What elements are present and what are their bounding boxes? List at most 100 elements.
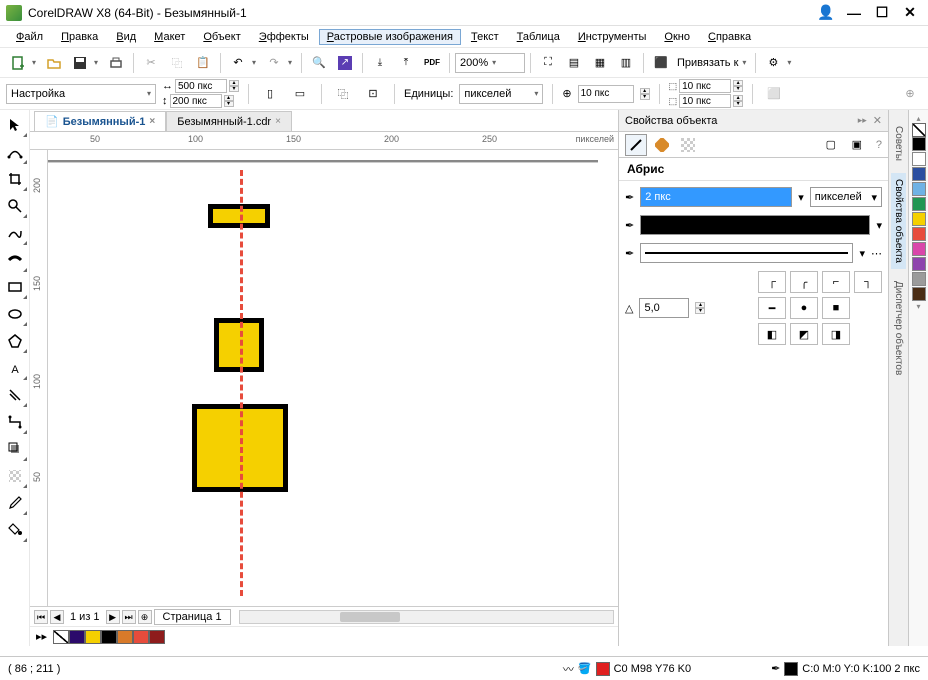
color-swatch[interactable]	[912, 272, 926, 286]
dock1-button[interactable]: ▢	[820, 134, 842, 156]
pos-out-button[interactable]: ◧	[758, 323, 786, 345]
palette-swatch[interactable]	[133, 630, 149, 644]
outline-units-combo[interactable]: пикселей▾	[810, 187, 882, 207]
no-color-swatch[interactable]	[53, 630, 69, 644]
color-swatch[interactable]	[912, 212, 926, 226]
facing-button[interactable]: ⊡	[361, 82, 385, 106]
connector-tool[interactable]	[2, 409, 28, 435]
menu-текст[interactable]: Текст	[463, 29, 507, 45]
corner-miter-button[interactable]: ┌	[758, 271, 786, 293]
polygon-tool[interactable]	[2, 328, 28, 354]
menu-таблица[interactable]: Таблица	[509, 29, 568, 45]
color-dropdown[interactable]: ▾	[876, 219, 882, 232]
menu-справка[interactable]: Справка	[700, 29, 759, 45]
options-dropdown[interactable]: ▾	[787, 58, 795, 67]
menu-инструменты[interactable]: Инструменты	[570, 29, 655, 45]
layout1-button[interactable]: ▤	[562, 51, 586, 75]
pick-tool[interactable]	[2, 112, 28, 138]
zoom-tool[interactable]	[2, 193, 28, 219]
new-button[interactable]	[6, 51, 30, 75]
paste-button[interactable]: 📋	[191, 51, 215, 75]
rectangle-shape[interactable]	[214, 318, 264, 372]
docker-tab[interactable]: Диспетчер объектов	[891, 275, 906, 381]
menu-окно[interactable]: Окно	[656, 29, 698, 45]
page-tab[interactable]: Страница 1	[154, 609, 231, 625]
launch-button[interactable]: ↗	[333, 51, 357, 75]
dock2-button[interactable]: ▣	[846, 134, 868, 156]
menu-растровые изображения[interactable]: Растровые изображения	[319, 29, 461, 45]
pos-mid-button[interactable]: ◩	[790, 323, 818, 345]
page-width-input[interactable]	[175, 79, 227, 93]
import-button[interactable]: ⤓	[368, 51, 392, 75]
landscape-button[interactable]: ▭	[288, 82, 312, 106]
page-prev-button[interactable]: ◀	[50, 610, 64, 624]
cap-flat-button[interactable]: ━	[758, 297, 786, 319]
palette-down-icon[interactable]: ▾	[916, 302, 920, 311]
undo-dropdown[interactable]: ▾	[252, 58, 260, 67]
options-button[interactable]: ⚙	[761, 51, 785, 75]
miter-spinner[interactable]: ▴▾	[695, 302, 705, 314]
palette-swatch[interactable]	[101, 630, 117, 644]
print-button[interactable]	[104, 51, 128, 75]
close-button[interactable]: ✕	[898, 4, 922, 22]
line-style-combo[interactable]	[640, 243, 853, 263]
export-button[interactable]: ⤒	[394, 51, 418, 75]
docker-tab[interactable]: Советы	[891, 120, 906, 167]
zoom-combo[interactable]: 200%▾	[455, 53, 525, 73]
palette-swatch[interactable]	[149, 630, 165, 644]
snap-dropdown[interactable]: ▾	[742, 58, 750, 67]
rectangle-shape[interactable]	[208, 204, 270, 228]
miter-input[interactable]	[639, 298, 689, 318]
vertical-ruler[interactable]: 20015010050	[30, 150, 48, 606]
tab-close-icon[interactable]: ×	[275, 116, 281, 127]
palette-swatch[interactable]	[117, 630, 133, 644]
palette-swatch[interactable]	[69, 630, 85, 644]
fill-color-swatch[interactable]	[596, 662, 610, 676]
layout2-button[interactable]: ▦	[588, 51, 612, 75]
menu-вид[interactable]: Вид	[108, 29, 144, 45]
nudge-input[interactable]	[578, 85, 634, 103]
color-swatch[interactable]	[912, 257, 926, 271]
copy-button[interactable]: ⿻	[165, 51, 189, 75]
scroll-thumb[interactable]	[340, 612, 400, 622]
help-icon[interactable]: ?	[876, 139, 882, 151]
redo-button[interactable]: ↷	[262, 51, 286, 75]
rectangle-tool[interactable]	[2, 274, 28, 300]
dup-x-input[interactable]	[679, 79, 731, 93]
artistic-tool[interactable]	[2, 247, 28, 273]
add-button[interactable]: ⊕	[898, 82, 922, 106]
outline-color-swatch[interactable]	[640, 215, 870, 235]
color-swatch[interactable]	[912, 197, 926, 211]
palette-up-icon[interactable]: ▴	[916, 114, 920, 123]
fill-tool[interactable]	[2, 517, 28, 543]
outline-color-swatch[interactable]	[784, 662, 798, 676]
undo-button[interactable]: ↶	[226, 51, 250, 75]
color-swatch[interactable]	[912, 182, 926, 196]
search-button[interactable]: 🔍	[307, 51, 331, 75]
page-first-button[interactable]: ⏮	[34, 610, 48, 624]
menu-правка[interactable]: Правка	[53, 29, 106, 45]
corner-round-button[interactable]: ╭	[790, 271, 818, 293]
parallel-tool[interactable]	[2, 382, 28, 408]
outline-tab[interactable]	[625, 134, 647, 156]
dropshadow-tool[interactable]	[2, 436, 28, 462]
crop-tool[interactable]	[2, 166, 28, 192]
minimize-button[interactable]: —	[842, 4, 866, 22]
canvas[interactable]	[48, 150, 618, 606]
user-icon[interactable]: 👤	[814, 4, 838, 22]
transparency-tab[interactable]	[677, 134, 699, 156]
cut-button[interactable]: ✂	[139, 51, 163, 75]
color-swatch[interactable]	[912, 167, 926, 181]
color-swatch[interactable]	[912, 137, 926, 151]
ellipse-tool[interactable]	[2, 301, 28, 327]
text-tool[interactable]: A	[2, 355, 28, 381]
pages-button[interactable]: ⿻	[331, 82, 355, 106]
save-button[interactable]	[68, 51, 92, 75]
redo-dropdown[interactable]: ▾	[288, 58, 296, 67]
freehand-tool[interactable]	[2, 220, 28, 246]
horizontal-scrollbar[interactable]	[239, 610, 614, 624]
document-tab[interactable]: 📄Безымянный-1×	[34, 111, 166, 131]
width-dropdown[interactable]: ▾	[798, 191, 804, 204]
open-doc-button[interactable]: ⬜	[762, 82, 786, 106]
menu-файл[interactable]: Файл	[8, 29, 51, 45]
